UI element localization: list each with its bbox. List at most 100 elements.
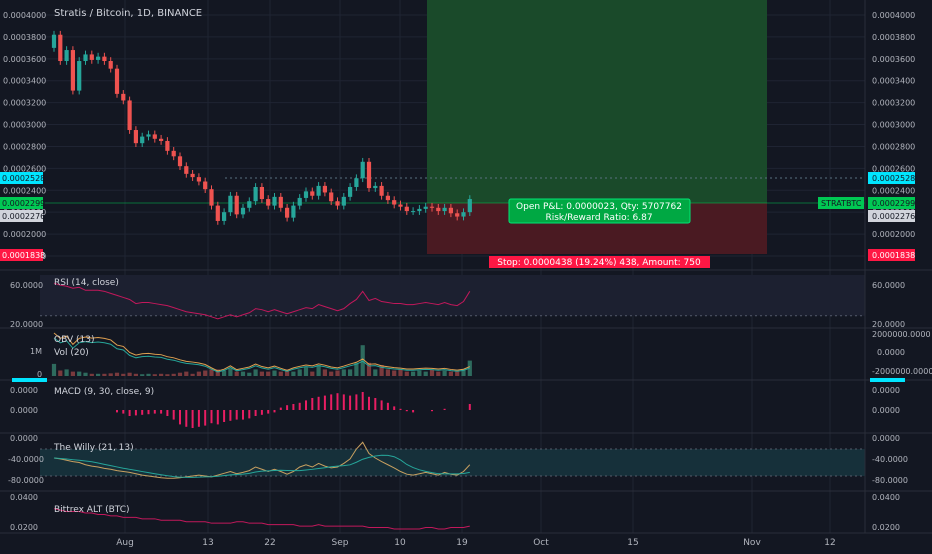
macd-bar-46[interactable] xyxy=(342,394,345,410)
volume-bar-1[interactable] xyxy=(58,370,63,377)
candle-32[interactable] xyxy=(253,186,258,202)
candle-65[interactable] xyxy=(461,212,466,217)
candle-1[interactable] xyxy=(58,34,63,62)
candle-45[interactable] xyxy=(335,201,340,206)
volume-bar-40[interactable] xyxy=(303,367,309,376)
macd-bar-43[interactable] xyxy=(323,395,326,410)
volume-bar-64[interactable] xyxy=(455,371,460,376)
volume-bar-23[interactable] xyxy=(196,371,201,376)
candle-26[interactable] xyxy=(215,205,220,221)
volume-bar-49[interactable] xyxy=(360,345,365,376)
vol-title[interactable]: Vol (20) xyxy=(54,348,89,358)
candle-7[interactable] xyxy=(96,56,101,60)
macd-bar-27[interactable] xyxy=(223,410,226,422)
candle-37[interactable] xyxy=(285,207,290,218)
volume-bar-37[interactable] xyxy=(285,369,290,376)
candle-39[interactable] xyxy=(297,197,302,206)
macd-bar-39[interactable] xyxy=(298,402,301,410)
macd-bar-50[interactable] xyxy=(368,396,370,410)
macd-bar-35[interactable] xyxy=(273,410,276,413)
candle-62[interactable] xyxy=(442,207,447,212)
volume-bar-18[interactable] xyxy=(165,374,170,376)
pnl-box[interactable] xyxy=(508,198,691,224)
volume-bar-14[interactable] xyxy=(140,374,145,376)
candle-42[interactable] xyxy=(316,185,321,196)
candle-34[interactable] xyxy=(266,199,271,206)
volume-bar-25[interactable] xyxy=(209,369,214,376)
candle-23[interactable] xyxy=(196,177,201,182)
volume-bar-15[interactable] xyxy=(146,373,151,376)
time-axis[interactable]: Aug 13 22 Sep 10 19 Oct 15 Nov 12 xyxy=(116,538,836,548)
candle-52[interactable] xyxy=(379,185,384,196)
willy-line[interactable] xyxy=(53,441,471,479)
candle-24[interactable] xyxy=(203,181,208,190)
candle-19[interactable] xyxy=(171,150,176,157)
volume-bar-31[interactable] xyxy=(247,372,252,376)
macd-pane[interactable] xyxy=(116,392,471,428)
macd-bar-66[interactable] xyxy=(468,404,471,410)
volume-bar-57[interactable] xyxy=(411,371,416,376)
candle-14[interactable] xyxy=(140,136,145,144)
volume-bar-7[interactable] xyxy=(96,373,101,376)
macd-bar-25[interactable] xyxy=(210,410,213,424)
macd-bar-56[interactable] xyxy=(405,410,408,412)
candle-31[interactable] xyxy=(247,201,252,208)
volume-bar-35[interactable] xyxy=(272,370,277,377)
macd-bar-34[interactable] xyxy=(267,410,270,414)
macd-bar-23[interactable] xyxy=(197,410,200,427)
candle-60[interactable] xyxy=(429,206,435,208)
candle-13[interactable] xyxy=(133,130,138,144)
macd-bar-49[interactable] xyxy=(361,392,364,410)
candle-21[interactable] xyxy=(184,166,189,174)
volume-bar-3[interactable] xyxy=(70,371,75,376)
candle-28[interactable] xyxy=(228,195,233,213)
candle-38[interactable] xyxy=(291,205,296,218)
macd-bar-53[interactable] xyxy=(386,402,389,410)
rsi-pane[interactable] xyxy=(40,275,865,320)
macd-bar-31[interactable] xyxy=(248,410,251,419)
candle-57[interactable] xyxy=(411,211,416,213)
candle-58[interactable] xyxy=(417,208,422,212)
macd-bar-42[interactable] xyxy=(317,396,320,410)
candle-48[interactable] xyxy=(354,178,359,187)
volume-bar-30[interactable] xyxy=(240,371,246,376)
candle-30[interactable] xyxy=(240,207,246,215)
willy-title[interactable]: The Willy (21, 13) xyxy=(53,443,134,453)
macd-bar-48[interactable] xyxy=(355,394,358,410)
macd-bar-57[interactable] xyxy=(412,410,415,413)
alt-title[interactable]: Bittrex ALT (BTC) xyxy=(54,505,130,515)
candle-25[interactable] xyxy=(209,189,214,206)
macd-bar-52[interactable] xyxy=(380,400,383,410)
volume-bar-0[interactable] xyxy=(51,363,57,376)
macd-bar-18[interactable] xyxy=(166,410,169,416)
volume-bar-63[interactable] xyxy=(448,371,453,376)
obv-signal-line[interactable] xyxy=(53,337,470,373)
macd-bar-44[interactable] xyxy=(330,394,333,410)
volume-bar-36[interactable] xyxy=(278,371,283,376)
volume-bar-34[interactable] xyxy=(266,371,271,376)
macd-bar-16[interactable] xyxy=(153,410,156,414)
volume-bar-2[interactable] xyxy=(64,369,69,376)
volume-bar-42[interactable] xyxy=(316,365,321,376)
macd-bar-47[interactable] xyxy=(349,395,352,410)
profit-zone[interactable] xyxy=(427,0,767,203)
candle-50[interactable] xyxy=(366,161,372,189)
volume-bar-55[interactable] xyxy=(398,369,403,376)
macd-bar-20[interactable] xyxy=(179,410,181,425)
volume-bar-65[interactable] xyxy=(461,369,466,376)
candle-6[interactable] xyxy=(89,54,94,60)
volume-bar-41[interactable] xyxy=(310,371,315,376)
candle-55[interactable] xyxy=(398,204,403,207)
candle-40[interactable] xyxy=(303,191,309,198)
candle-10[interactable] xyxy=(114,68,120,94)
willy-pane[interactable] xyxy=(40,441,865,479)
volume-bar-33[interactable] xyxy=(259,371,264,376)
macd-bar-28[interactable] xyxy=(229,410,232,421)
candle-33[interactable] xyxy=(259,186,264,200)
volume-bar-9[interactable] xyxy=(108,373,113,376)
macd-bar-13[interactable] xyxy=(134,410,137,416)
candle-15[interactable] xyxy=(146,134,151,137)
volume-bar-62[interactable] xyxy=(442,370,447,377)
macd-bar-30[interactable] xyxy=(242,410,244,420)
candle-9[interactable] xyxy=(108,61,113,69)
